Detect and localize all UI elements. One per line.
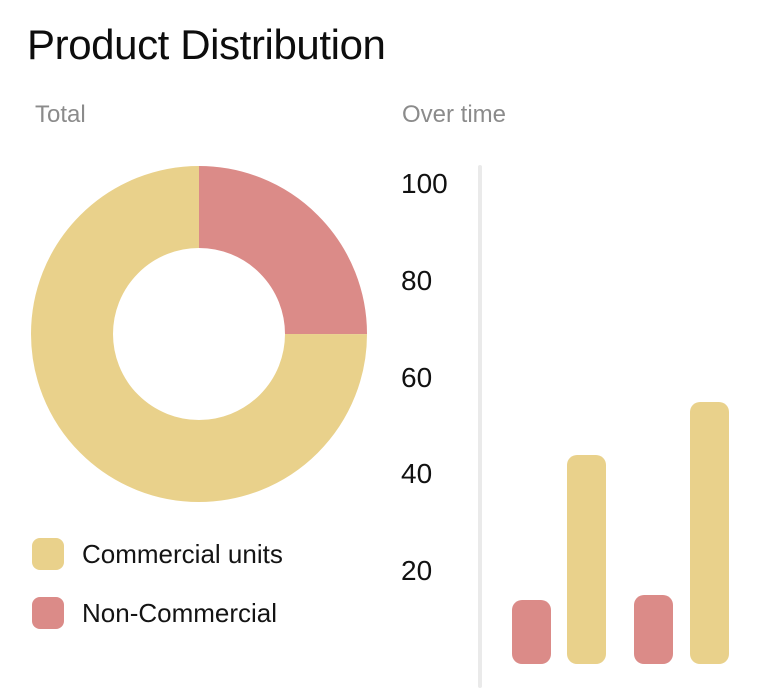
y-axis-tick-label: 100 bbox=[401, 168, 448, 199]
bar-chart: 100 80 60 40 20 bbox=[390, 160, 760, 688]
commercial-color-swatch bbox=[32, 538, 64, 570]
y-axis-tick-label: 60 bbox=[401, 362, 433, 393]
bar-non-commercial-group2[interactable] bbox=[634, 595, 673, 664]
y-axis-tick-label: 40 bbox=[401, 458, 433, 489]
bar-commercial-units-group1[interactable] bbox=[567, 455, 606, 664]
legend-item-label: Non-Commercial bbox=[82, 598, 278, 628]
page-title: Product Distribution bbox=[27, 21, 386, 68]
bars-section-label: Over time bbox=[402, 101, 507, 128]
bar-non-commercial-group1[interactable] bbox=[512, 600, 551, 664]
non-commercial-color-swatch bbox=[32, 597, 64, 629]
donut-segment-commercial-units[interactable] bbox=[31, 166, 367, 502]
legend-item-non-commercial[interactable]: Non-Commercial bbox=[32, 597, 283, 629]
legend-item-label: Commercial units bbox=[82, 539, 283, 569]
legend-item-commercial[interactable]: Commercial units bbox=[32, 538, 283, 570]
y-axis-tick-label: 80 bbox=[401, 265, 433, 296]
bar-commercial-units-group2[interactable] bbox=[690, 402, 729, 664]
donut-chart bbox=[31, 166, 367, 502]
y-axis-line bbox=[478, 165, 482, 688]
y-axis-tick-label: 20 bbox=[401, 555, 433, 586]
chart-legend: Commercial units Non-Commercial bbox=[32, 538, 283, 629]
donut-section-label: Total bbox=[35, 101, 86, 128]
